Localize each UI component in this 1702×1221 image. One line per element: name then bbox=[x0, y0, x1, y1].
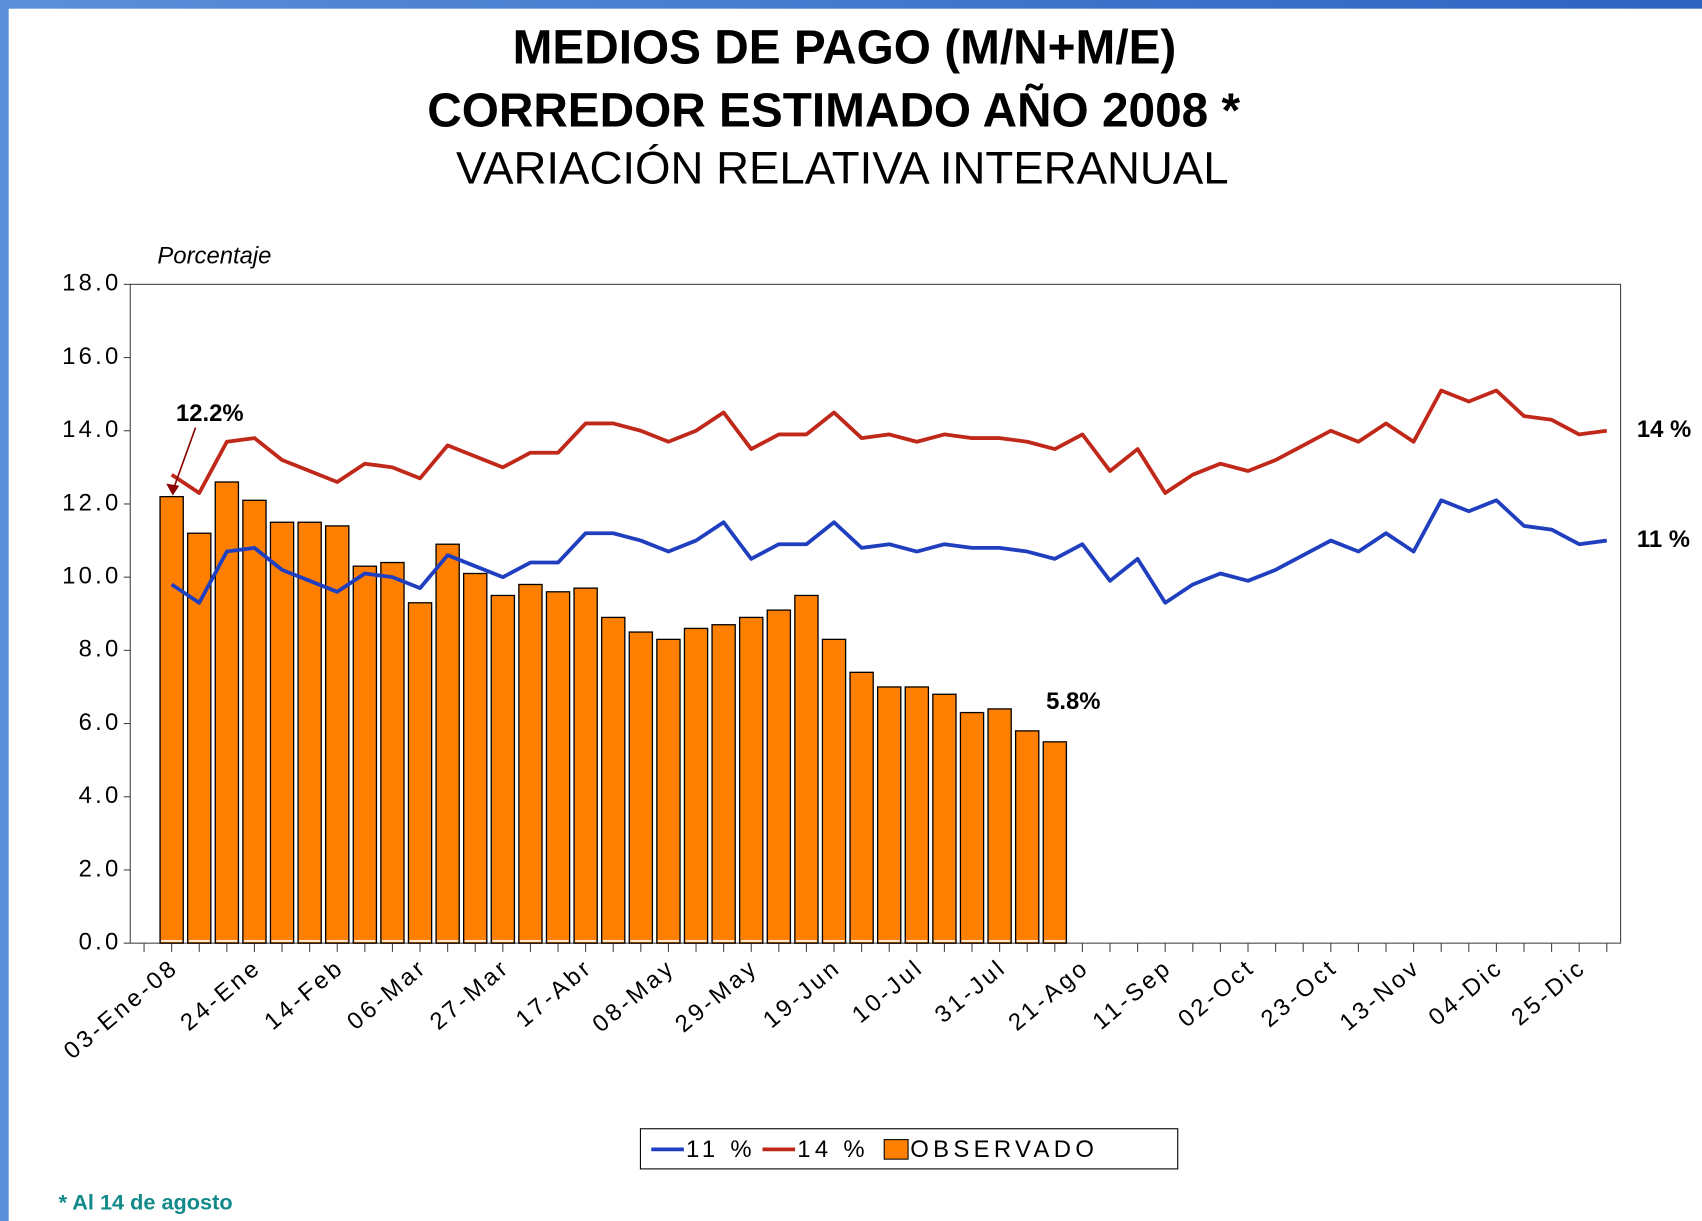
bar bbox=[380, 561, 405, 944]
chart-title: MEDIOS DE PAGO (M/N+M/E) bbox=[513, 22, 1177, 75]
legend-label: 14 % bbox=[797, 1136, 869, 1163]
bar bbox=[738, 616, 764, 944]
bar bbox=[297, 521, 322, 944]
y-tick-label: 12.0 bbox=[62, 489, 121, 516]
legend-label: OBSERVADO bbox=[910, 1136, 1098, 1163]
y-tick-label: 8.0 bbox=[79, 636, 122, 663]
bar bbox=[159, 495, 184, 944]
annotation: 12.2% bbox=[176, 400, 244, 427]
y-tick-label: 14.0 bbox=[62, 416, 121, 443]
y-tick-label: 18.0 bbox=[62, 270, 121, 297]
series-end-label: 11 % bbox=[1637, 526, 1690, 553]
y-tick-label: 16.0 bbox=[62, 343, 121, 370]
bar bbox=[407, 602, 433, 944]
annotation: 5.8% bbox=[1046, 688, 1100, 715]
line bbox=[170, 388, 1608, 495]
footnote: * Al 14 de agosto bbox=[59, 1189, 233, 1214]
bar bbox=[628, 631, 654, 944]
bar bbox=[821, 638, 847, 944]
bar bbox=[656, 638, 681, 944]
bar bbox=[766, 609, 792, 944]
bar bbox=[683, 627, 709, 944]
bar bbox=[269, 521, 295, 944]
y-tick-label: 2.0 bbox=[79, 855, 122, 882]
chart-subtitle: VARIACIÓN RELATIVA INTERANUAL bbox=[456, 143, 1229, 194]
bar bbox=[242, 499, 267, 944]
bar bbox=[1014, 730, 1040, 944]
y-tick-label: 10.0 bbox=[62, 562, 121, 589]
bar bbox=[932, 693, 957, 944]
legend-label: 11 % bbox=[686, 1136, 756, 1163]
bar bbox=[959, 711, 985, 944]
legend-swatch bbox=[883, 1139, 909, 1160]
bar bbox=[794, 594, 819, 944]
y-axis-label: Porcentaje bbox=[157, 243, 271, 270]
bar bbox=[711, 624, 736, 944]
y-tick-label: 4.0 bbox=[79, 782, 122, 809]
bar bbox=[325, 525, 350, 944]
chart-subtitle: CORREDOR ESTIMADO AÑO 2008 * bbox=[427, 84, 1240, 138]
bar bbox=[187, 532, 212, 944]
bar bbox=[1042, 741, 1068, 944]
plot-area bbox=[129, 283, 1622, 944]
bar bbox=[545, 591, 571, 944]
annotation-arrow bbox=[173, 427, 197, 489]
y-tick-label: 0.0 bbox=[79, 928, 122, 955]
series-end-label: 14 % bbox=[1637, 416, 1691, 443]
bar bbox=[214, 481, 240, 944]
bar bbox=[600, 616, 626, 944]
bar bbox=[462, 572, 488, 944]
bar bbox=[352, 565, 378, 944]
bar bbox=[904, 686, 930, 944]
bar bbox=[987, 708, 1012, 944]
y-tick-label: 6.0 bbox=[79, 709, 122, 736]
bar bbox=[518, 583, 543, 944]
legend-box bbox=[639, 1128, 1179, 1170]
line bbox=[170, 498, 1608, 605]
bar bbox=[573, 587, 598, 944]
bar bbox=[435, 543, 460, 944]
annotation-arrowhead bbox=[166, 483, 180, 496]
bar bbox=[849, 671, 874, 944]
bar bbox=[490, 594, 516, 944]
bar bbox=[876, 686, 902, 944]
